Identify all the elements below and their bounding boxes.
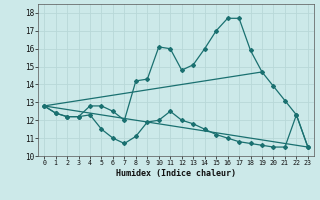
X-axis label: Humidex (Indice chaleur): Humidex (Indice chaleur)	[116, 169, 236, 178]
